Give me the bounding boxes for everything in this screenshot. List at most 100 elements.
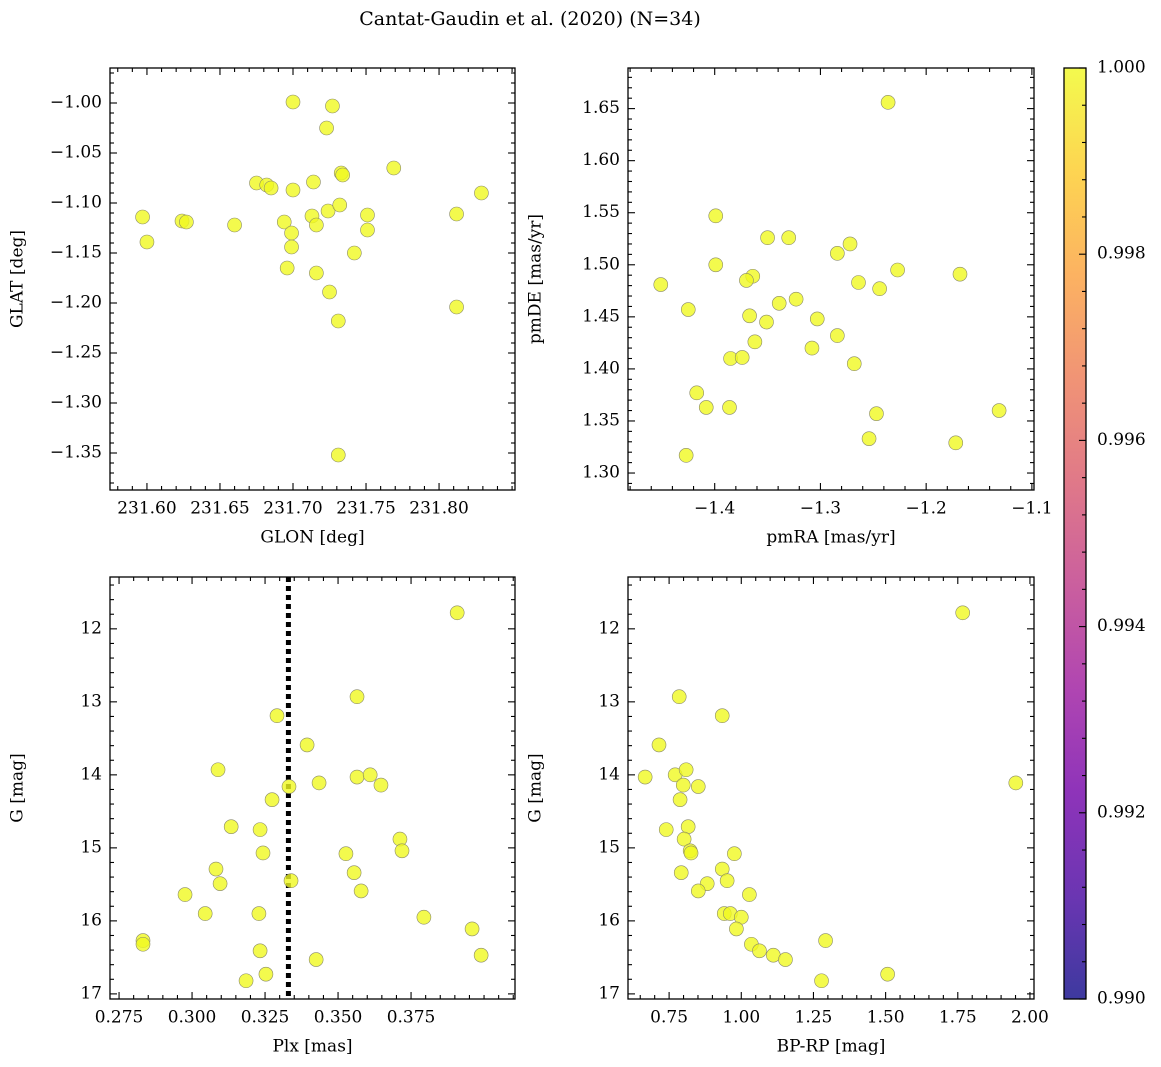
point (719, 873, 735, 889)
point (227, 217, 242, 233)
point (861, 431, 877, 446)
point (251, 906, 267, 921)
x-tick-label: 0.75 (650, 1008, 688, 1028)
point (651, 737, 667, 753)
point (139, 234, 155, 250)
point (690, 779, 706, 794)
point (952, 266, 968, 282)
point (325, 98, 340, 114)
panel: −1.4 −1.3 −1.2 −1.1 1.30 1.35 1.40 1.45 1.50 1.55… (526, 67, 1053, 548)
y-tick-label: 1.65 (582, 98, 620, 118)
point (177, 887, 193, 902)
point (349, 689, 365, 705)
point (252, 943, 268, 959)
point (830, 328, 845, 343)
point (353, 883, 369, 899)
y-tick-label: 12 (80, 618, 102, 638)
y-tick-label: −1.05 (50, 143, 102, 163)
x-tick-label: 231.60 (117, 499, 176, 519)
point (739, 273, 754, 288)
x-tick-label: 0.275 (95, 1008, 144, 1028)
point (778, 952, 793, 967)
x-tick-label: 1.75 (939, 1008, 977, 1028)
colorbar (1064, 68, 1086, 999)
point (948, 435, 964, 451)
point (771, 296, 787, 311)
point (872, 281, 887, 297)
point (676, 831, 692, 847)
point (284, 225, 299, 241)
y-tick-label: 15 (598, 837, 620, 857)
x-tick-label: 2.00 (1011, 1008, 1049, 1028)
panel: 0.75 1.00 1.25 1.50 1.75 2.00 12 13 14 15 16 17 BP-R… (526, 576, 1049, 1057)
y-tick-label: 1.55 (582, 202, 620, 222)
point (474, 185, 489, 201)
point (637, 769, 653, 785)
x-tick-label: 0.300 (168, 1008, 217, 1028)
y-tick-label: 17 (598, 983, 620, 1003)
x-axis-label: GLON [deg] (260, 528, 364, 548)
y-tick-label: 1.40 (582, 358, 620, 378)
point (416, 909, 432, 925)
y-tick-label: 1.50 (582, 254, 620, 274)
point (208, 861, 224, 877)
point (781, 230, 797, 246)
point (690, 883, 706, 899)
y-tick-label: 16 (598, 910, 620, 930)
point (264, 792, 280, 807)
point (830, 246, 845, 261)
point (319, 120, 334, 136)
point (322, 284, 337, 300)
x-tick-label: 0.325 (241, 1008, 290, 1028)
point (814, 973, 829, 989)
panel: 231.60 231.65 231.70 231.75 231.80 −1.35 −1.30… (8, 67, 516, 548)
point (309, 265, 324, 281)
point (714, 708, 730, 724)
point (734, 350, 750, 365)
point (678, 762, 694, 778)
point (818, 933, 833, 948)
y-axis-label: G [mag] (526, 753, 546, 822)
point (842, 236, 858, 252)
x-tick-label: 231.65 (190, 499, 249, 519)
y-tick-label: 14 (598, 764, 620, 784)
x-tick-label: 1.00 (722, 1008, 760, 1028)
point (223, 819, 239, 834)
y-tick-label: 17 (80, 983, 102, 1003)
point (263, 180, 279, 196)
colorbar-tick-label: 0.996 (1097, 430, 1146, 450)
point (680, 819, 696, 834)
y-tick-label: 13 (598, 691, 620, 711)
point (311, 775, 327, 791)
y-tick-label: 1.30 (582, 463, 620, 483)
point (708, 257, 724, 273)
plot-frame (109, 576, 516, 1000)
colorbar-tick-label: 0.998 (1097, 244, 1146, 264)
point (680, 302, 696, 317)
y-tick-label: −1.30 (50, 393, 102, 413)
point (347, 245, 362, 261)
colorbar-tick-label: 1.000 (1097, 58, 1146, 78)
point (678, 448, 694, 463)
point (279, 260, 295, 276)
x-tick-label: −1.3 (800, 499, 841, 519)
y-tick-label: −1.35 (50, 443, 102, 463)
plot-frame (109, 67, 516, 491)
point (708, 208, 724, 224)
point (464, 921, 480, 937)
point (330, 447, 346, 463)
y-tick-label: 14 (80, 764, 102, 784)
y-tick-label: −1.20 (50, 293, 102, 313)
point (394, 843, 410, 859)
point (285, 182, 301, 198)
point (742, 308, 757, 324)
point (658, 822, 674, 837)
point (252, 822, 268, 837)
point (890, 262, 905, 278)
point (255, 845, 271, 861)
point (955, 605, 970, 621)
colorbar-frame (1063, 67, 1087, 1000)
point (752, 943, 767, 959)
panel: 0.275 0.300 0.325 0.350 0.375 12 13 14 15 16 17 Plx… (8, 576, 516, 1057)
point (991, 403, 1007, 418)
